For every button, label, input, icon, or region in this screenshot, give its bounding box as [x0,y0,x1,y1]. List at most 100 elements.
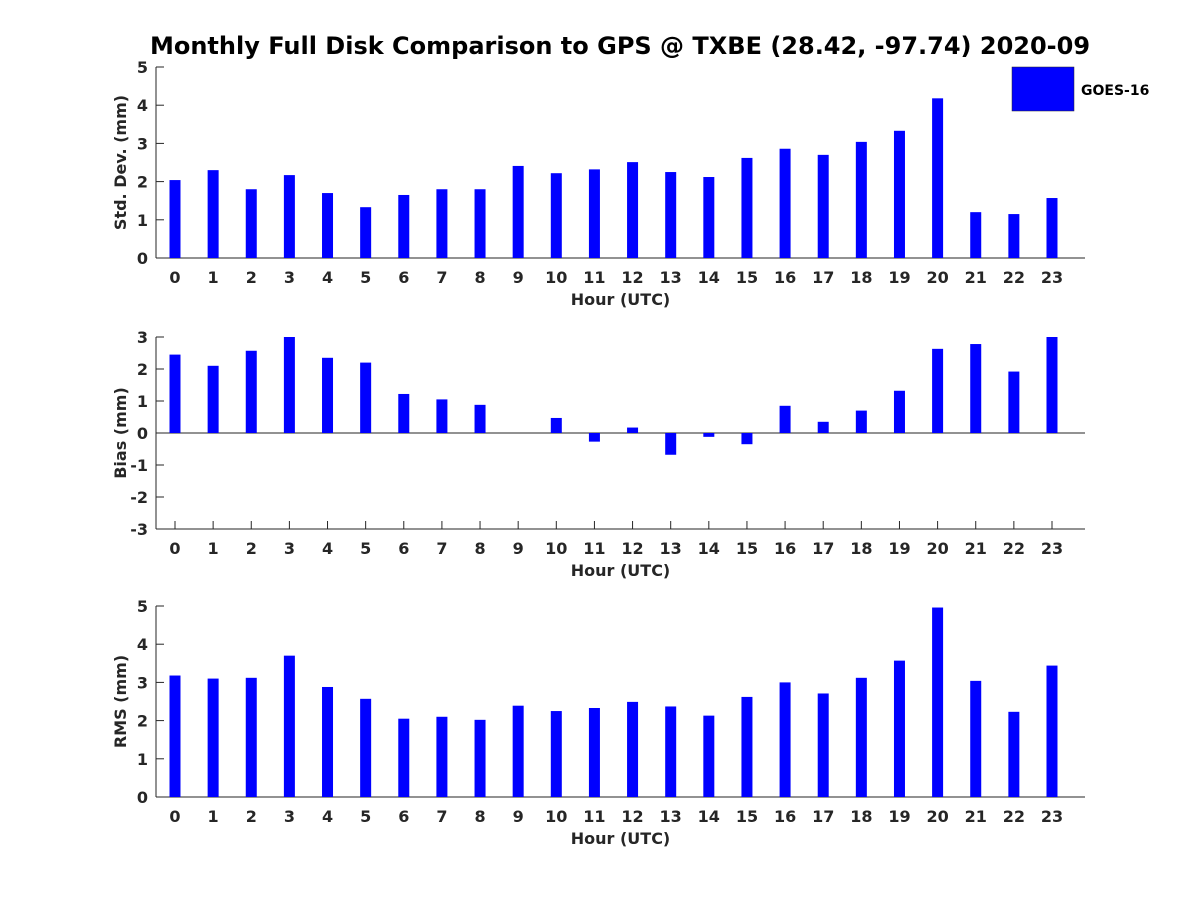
bar-hour-21 [970,344,982,433]
bar-hour-7 [436,399,448,433]
y-tick-label: 5 [137,58,148,77]
bar-hour-3 [283,655,295,797]
bar-hour-10 [550,173,562,258]
x-tick-label: 4 [322,807,333,826]
y-tick-label: -2 [130,488,148,507]
y-axis-label: RMS (mm) [111,655,130,748]
bar-hour-4 [322,686,334,797]
bar-hour-10 [550,417,562,433]
x-tick-label: 3 [284,268,295,287]
bar-hour-18 [855,141,867,258]
x-tick-label: 4 [322,539,333,558]
bar-hour-7 [436,189,448,258]
bar-hour-1 [207,365,219,433]
x-tick-label: 20 [926,539,948,558]
bar-hour-16 [779,148,791,258]
x-tick-label: 8 [474,807,485,826]
bar-hour-18 [855,410,867,433]
bar-hour-19 [893,130,905,258]
y-axis-label: Bias (mm) [111,387,130,479]
bar-hour-23 [1046,198,1058,258]
bar-hour-15 [741,157,753,258]
x-tick-label: 15 [736,268,758,287]
x-tick-label: 17 [812,268,834,287]
bar-hour-21 [970,680,982,797]
bar-hour-6 [398,718,410,797]
x-tick-label: 22 [1003,268,1025,287]
x-axis-label: Hour (UTC) [571,561,671,580]
x-tick-label: 16 [774,268,796,287]
bar-hour-5 [360,207,372,258]
y-tick-label: 1 [137,211,148,230]
x-tick-label: 1 [208,807,219,826]
bar-hour-21 [970,212,982,258]
bar-hour-16 [779,405,791,433]
x-tick-label: 0 [169,807,180,826]
bar-hour-13 [665,433,677,455]
bar-hour-10 [550,711,562,797]
x-tick-label: 4 [322,268,333,287]
x-tick-label: 9 [513,807,524,826]
x-axis-label: Hour (UTC) [571,829,671,848]
x-tick-label: 15 [736,807,758,826]
x-tick-label: 13 [660,539,682,558]
x-tick-label: 18 [850,539,872,558]
x-tick-label: 12 [621,268,643,287]
x-tick-label: 9 [513,539,524,558]
x-tick-label: 2 [246,268,257,287]
y-tick-label: 0 [137,249,148,268]
y-tick-label: 4 [137,635,148,654]
bar-hour-5 [360,362,372,433]
x-tick-label: 2 [246,807,257,826]
y-tick-label: 2 [137,173,148,192]
x-tick-label: 13 [660,268,682,287]
x-tick-label: 17 [812,807,834,826]
bar-hour-0 [169,180,181,258]
x-tick-label: 22 [1003,539,1025,558]
bar-hour-19 [893,660,905,797]
x-tick-label: 6 [398,539,409,558]
x-tick-label: 1 [208,539,219,558]
bar-hour-0 [169,354,181,433]
x-tick-label: 11 [583,268,605,287]
bar-hour-13 [665,172,677,258]
x-tick-label: 9 [513,268,524,287]
y-tick-label: 4 [137,96,148,115]
x-tick-label: 22 [1003,807,1025,826]
x-tick-label: 13 [660,807,682,826]
legend: GOES-16 [1011,66,1149,112]
x-tick-label: 21 [965,807,987,826]
x-tick-label: 15 [736,539,758,558]
legend-label: GOES-16 [1081,83,1149,99]
bar-hour-20 [932,607,944,797]
y-tick-label: -1 [130,456,148,475]
figure-title: Monthly Full Disk Comparison to GPS @ TX… [150,32,1090,60]
x-tick-label: 7 [436,268,447,287]
bar-hour-6 [398,194,410,258]
x-tick-label: 23 [1041,807,1063,826]
bar-hour-15 [741,696,753,797]
bar-hour-14 [703,715,715,797]
bar-hour-0 [169,675,181,797]
x-tick-label: 0 [169,268,180,287]
x-tick-label: 14 [698,268,720,287]
x-tick-label: 19 [888,539,910,558]
x-tick-label: 19 [888,807,910,826]
x-tick-label: 10 [545,807,567,826]
x-tick-label: 16 [774,807,796,826]
bar-hour-8 [474,404,486,433]
x-tick-label: 5 [360,807,371,826]
y-axis-label: Std. Dev. (mm) [111,95,130,230]
bar-hour-15 [741,433,753,445]
bar-hour-1 [207,170,219,258]
bar-hour-14 [703,433,715,437]
bar-hour-20 [932,98,944,258]
y-tick-label: 2 [137,360,148,379]
x-tick-label: 10 [545,539,567,558]
x-tick-label: 6 [398,807,409,826]
x-tick-label: 0 [169,539,180,558]
bar-hour-17 [817,154,829,258]
bar-hour-3 [283,175,295,258]
bar-hour-6 [398,393,410,433]
